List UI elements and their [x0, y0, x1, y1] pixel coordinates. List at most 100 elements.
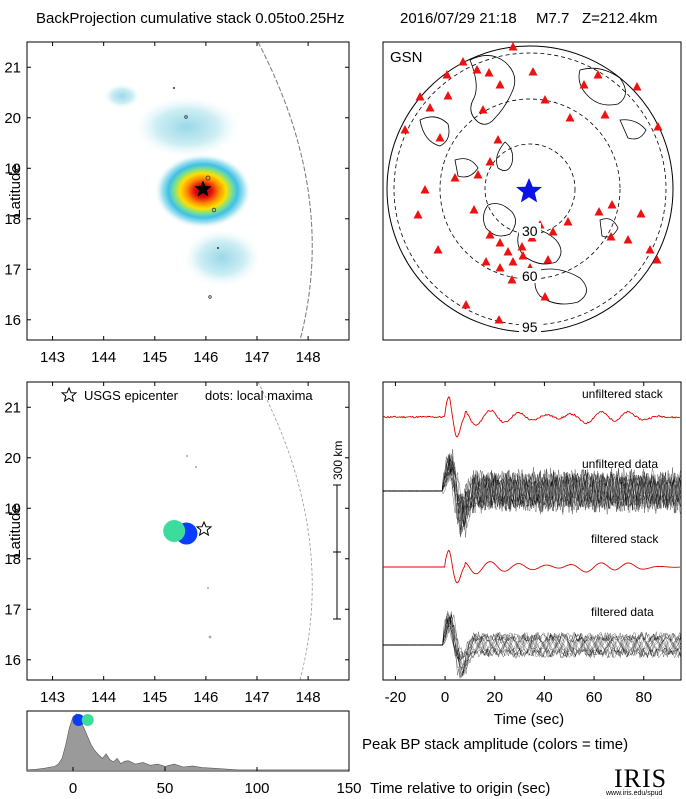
gsn-station-marker: [494, 315, 504, 324]
map-ytick-label: 20: [4, 110, 21, 127]
scale-bar-label: 300 km: [331, 441, 345, 480]
peak-caption: Peak BP stack amplitude (colors = time): [362, 736, 628, 753]
event-depth: Z=212.4km: [582, 10, 658, 27]
epi-island: [195, 466, 197, 468]
map-xtick-label: 148: [296, 349, 321, 366]
epi-ytick-label: 18: [4, 551, 21, 568]
local-maximum-dot: [163, 520, 186, 542]
epicenter-panel: USGS epicenter dots: local maxima 300 km…: [4, 381, 350, 706]
epi-xtick-label: 143: [40, 689, 65, 706]
gsn-station-marker: [507, 275, 517, 284]
chart-title: BackProjection cumulative stack 0.05to0.…: [36, 10, 345, 27]
epi-xtick-label: 148: [296, 689, 321, 706]
map-ytick-label: 19: [4, 160, 21, 177]
traces-xtick-label: 40: [536, 689, 553, 706]
gsn-station-marker: [607, 200, 617, 209]
map-ytick-label: 18: [4, 211, 21, 228]
traces-xtick-label: -20: [385, 689, 407, 706]
epi-ytick-label: 21: [4, 399, 21, 416]
trace-label-filtered-data: filtered data: [591, 605, 654, 619]
map-island: [208, 295, 212, 299]
epi-island: [207, 587, 209, 589]
gsn-ring-label-60: 60: [522, 268, 538, 284]
map-island: [173, 87, 175, 89]
map-xtick-label: 146: [193, 349, 218, 366]
epi-ytick-label: 16: [4, 652, 21, 669]
epi-xtick-label: 145: [142, 689, 167, 706]
traces-panel: unfiltered stack unfiltered data filtere…: [382, 381, 682, 728]
epi-ylabel: Latitude: [7, 504, 24, 557]
weak-maximum-north: [135, 97, 239, 157]
gsn-station-marker: [653, 122, 663, 131]
gsn-station-marker: [472, 65, 482, 74]
gsn-station-marker: [563, 217, 573, 226]
gsn-station-marker: [450, 173, 460, 182]
gsn-station-marker: [495, 80, 505, 89]
trace-filtered-data: [382, 610, 682, 678]
gsn-station-marker: [540, 292, 550, 301]
gsn-station-marker: [495, 238, 505, 247]
gsn-epicenter-star: [516, 178, 542, 203]
gsn-station-marker: [540, 95, 550, 104]
trace-unfiltered-stack: [382, 396, 681, 438]
traces-xlabel: Time (sec): [494, 711, 564, 728]
gsn-station-marker: [458, 57, 468, 66]
gsn-station-marker: [543, 255, 553, 264]
map-frame: [26, 41, 350, 341]
gsn-station-marker: [606, 232, 616, 241]
gsn-station-marker: [435, 133, 445, 142]
gsn-frame: [382, 41, 682, 341]
gsn-label: GSN: [390, 49, 423, 66]
epi-island: [186, 455, 188, 457]
gsn-station-marker: [593, 70, 603, 79]
legend-star-icon: [60, 386, 78, 403]
epi-xtick-label: 144: [91, 689, 116, 706]
iris-logo-name: IRIS: [614, 764, 668, 793]
gsn-station-marker: [400, 125, 410, 134]
peak-xtick-label: 100: [244, 780, 269, 797]
gsn-panel: GSN 30 60 95: [382, 41, 682, 341]
trace-unfiltered-data: [382, 453, 681, 535]
legend-local-maxima: dots: local maxima: [205, 388, 313, 403]
peak-panel: 0 50 100 150 Peak BP stack amplitude (color…: [26, 710, 628, 797]
map-xtick-label: 143: [40, 349, 65, 366]
gsn-station-marker: [636, 209, 646, 218]
map-coastline-arc: [257, 42, 313, 340]
gsn-station-marker: [473, 170, 483, 179]
map-ytick-label: 21: [4, 59, 21, 76]
epi-island: [208, 635, 212, 639]
gsn-station-marker: [632, 82, 642, 91]
gsn-ring-label-95: 95: [522, 319, 538, 335]
epi-frame: [26, 381, 350, 681]
scale-bar: [333, 484, 341, 620]
map-panel: 143 144 145 146 147 148 16 17 18 19 20 21 Latitude: [4, 41, 350, 366]
map-xtick-label: 145: [142, 349, 167, 366]
gsn-station-marker: [443, 91, 453, 100]
iris-logo-url: www.iris.edu/spud: [606, 790, 663, 797]
gsn-station-marker: [420, 185, 430, 194]
gsn-station-marker: [503, 247, 513, 256]
peak-xtick-label: 150: [336, 780, 361, 797]
gsn-station-marker: [508, 42, 518, 51]
iris-logo: IRIS www.iris.edu/spud: [606, 764, 682, 798]
epi-usgs-epicenter-star: [195, 520, 213, 537]
gsn-station-marker: [600, 110, 610, 119]
map-ytick-label: 16: [4, 312, 21, 329]
trace-label-filtered-stack: filtered stack: [591, 532, 659, 546]
gsn-station-marker: [518, 251, 528, 260]
gsn-station-marker: [652, 255, 662, 264]
peak-xtick-label: 50: [157, 780, 174, 797]
map-island: [184, 115, 188, 119]
gsn-station-marker: [485, 230, 495, 239]
gsn-station-marker: [579, 80, 589, 89]
legend-usgs-epicenter: USGS epicenter: [84, 388, 179, 403]
gsn-station-marker: [442, 70, 452, 79]
gsn-ring-label-30: 30: [522, 223, 538, 239]
gsn-station-marker: [481, 257, 491, 266]
map-xtick-label: 144: [91, 349, 116, 366]
traces-xtick-label: 60: [586, 689, 603, 706]
gsn-station-marker: [565, 113, 575, 122]
gsn-station-marker: [495, 263, 505, 272]
gsn-station-marker: [594, 207, 604, 216]
